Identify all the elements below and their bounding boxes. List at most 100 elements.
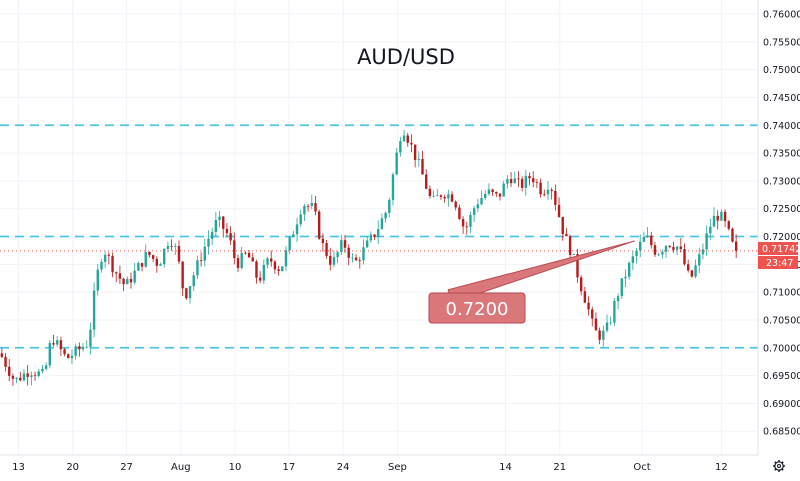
candle-body: [480, 198, 483, 205]
candle-body: [572, 254, 575, 255]
candle-body: [55, 340, 59, 345]
candle-body: [472, 208, 476, 215]
candle-body: [550, 189, 553, 191]
candle-body: [111, 255, 114, 273]
candle-body: [690, 270, 694, 277]
candle-body: [133, 270, 136, 283]
candle-body: [609, 322, 612, 324]
candle-body: [517, 178, 520, 180]
time-axis-background: [0, 455, 800, 477]
candle-body: [520, 178, 524, 188]
candle-body: [509, 179, 513, 184]
candle-body: [627, 262, 631, 277]
chart-title: AUD/USD: [357, 45, 455, 69]
price-tick-label: 0.71000: [763, 288, 800, 299]
candle-body: [174, 246, 177, 247]
candle-body: [620, 278, 623, 297]
candle-body: [594, 318, 598, 331]
candle-body: [602, 330, 605, 340]
candle-body: [454, 201, 457, 208]
candle-body: [583, 291, 587, 303]
candle-body: [325, 243, 328, 256]
time-tick-label: 20: [66, 462, 79, 473]
candle-body: [653, 245, 657, 255]
candle-body: [727, 221, 730, 229]
candle-body: [115, 272, 118, 274]
candle-body: [495, 191, 498, 194]
time-tick-label: 21: [553, 462, 566, 473]
candle-body: [262, 264, 266, 281]
candle-body: [196, 260, 199, 276]
candle-body: [476, 204, 480, 209]
time-tick-label: 12: [715, 462, 728, 473]
candle-body: [362, 247, 365, 261]
candle-body: [535, 182, 539, 183]
time-tick-label: 14: [499, 462, 512, 473]
candle-body: [277, 269, 280, 272]
candle-body: [568, 236, 572, 255]
candle-body: [694, 265, 697, 277]
candle-body: [498, 193, 502, 197]
candle-body: [388, 199, 391, 213]
candle-body: [218, 216, 221, 221]
candle-body: [214, 220, 218, 232]
time-axis[interactable]: 13 20 27 Aug 10 17 24 Sep 14 21 Oct 12: [12, 462, 728, 473]
candle-body: [613, 301, 616, 323]
candle-body: [340, 240, 343, 253]
price-badges: 0.71742 23:47: [758, 242, 800, 269]
candle-body: [247, 252, 251, 258]
candle-body: [155, 258, 159, 266]
candle-body: [37, 371, 40, 376]
candle-body: [258, 277, 262, 281]
candle-body: [329, 255, 332, 265]
price-tick-label: 0.74500: [763, 93, 800, 104]
candle-body: [225, 228, 229, 234]
candle-body: [487, 189, 491, 194]
price-tick-label: 0.69000: [763, 399, 800, 410]
candle-body: [734, 241, 738, 251]
candle-body: [181, 261, 184, 289]
callout-box[interactable]: [428, 292, 526, 324]
candle-body: [513, 178, 516, 184]
price-tick-label: 0.73500: [763, 149, 800, 160]
candle-body: [413, 144, 417, 160]
candle-body: [336, 252, 339, 258]
candle-body: [270, 258, 273, 262]
candle-body: [565, 234, 568, 237]
candle-body: [591, 309, 594, 319]
candle-body: [351, 257, 354, 259]
candle-body: [96, 269, 99, 291]
candle-body: [292, 234, 295, 238]
candle-body: [41, 368, 44, 372]
candle-body: [532, 178, 535, 183]
candle-body: [461, 218, 465, 227]
candle-body: [118, 273, 122, 279]
candle-body: [85, 346, 88, 348]
candle-body: [424, 174, 428, 189]
candle-body: [443, 196, 446, 199]
settings-gear-icon[interactable]: [773, 460, 785, 472]
candle-body: [358, 260, 361, 261]
candle-body: [306, 205, 310, 207]
candle-body: [373, 234, 376, 237]
candle-body: [122, 278, 125, 285]
candle-body: [631, 256, 635, 263]
candle-body: [281, 266, 284, 272]
candle-body: [664, 245, 668, 252]
candle-body: [100, 261, 103, 270]
candle-body: [384, 212, 387, 219]
candle-body: [129, 278, 133, 283]
candle-body: [81, 346, 85, 350]
price-tick-label: 0.75000: [763, 65, 800, 76]
candles: [0, 129, 738, 386]
candle-body: [716, 215, 719, 221]
countdown-badge: [758, 256, 798, 269]
candle-body: [8, 366, 11, 376]
candle-body: [317, 211, 321, 239]
candle-body: [255, 261, 258, 278]
candle-body: [137, 263, 140, 271]
candle-body: [67, 354, 70, 359]
